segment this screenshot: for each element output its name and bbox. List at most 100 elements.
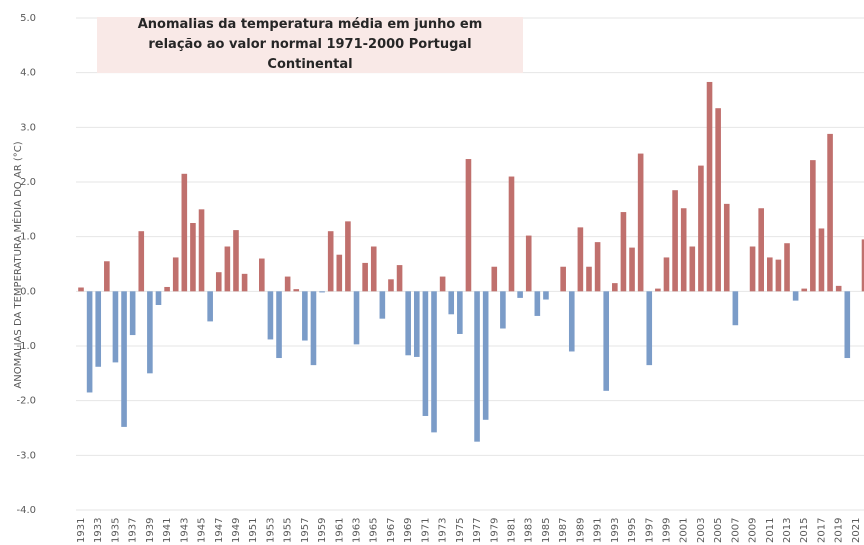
x-tick-label: 1991 [593, 518, 604, 543]
bar [310, 291, 317, 366]
x-tick-label: 2005 [713, 518, 724, 543]
bar [612, 283, 618, 292]
bar [818, 228, 825, 292]
bar [482, 291, 489, 420]
x-tick-label: 1939 [145, 518, 156, 543]
y-tick-label: -2.0 [16, 396, 36, 407]
bar [370, 246, 377, 292]
bar [801, 288, 808, 292]
bar [207, 291, 213, 322]
x-tick-label: 1985 [541, 518, 552, 543]
bar [293, 289, 300, 292]
bar [345, 221, 351, 292]
bar [198, 209, 205, 292]
x-tick-label: 1963 [352, 518, 363, 543]
x-tick-label: 2003 [696, 518, 707, 543]
bar [86, 291, 93, 393]
bar [706, 81, 713, 292]
x-tick-label: 1981 [507, 518, 518, 543]
bar [835, 285, 842, 292]
bar [422, 291, 429, 416]
bar [78, 287, 84, 292]
bar [284, 276, 291, 292]
bar [525, 235, 532, 292]
bar [827, 133, 833, 292]
bar [767, 257, 773, 292]
bar [405, 291, 411, 356]
bar [379, 291, 386, 319]
x-tick-label: 1951 [248, 518, 259, 543]
x-tick-label: 1947 [214, 518, 225, 543]
bar [594, 242, 601, 292]
bar [104, 261, 110, 292]
bar [534, 291, 541, 316]
bar [190, 223, 196, 292]
bar [646, 291, 653, 366]
x-tick-label: 1967 [386, 518, 397, 543]
bar [457, 291, 463, 334]
x-tick-label: 1949 [231, 518, 242, 543]
bar [241, 273, 248, 292]
x-tick-label: 1953 [265, 518, 276, 543]
bar [749, 246, 756, 292]
x-tick-label: 2007 [730, 518, 741, 543]
x-tick-label: 1945 [197, 518, 208, 543]
bar [586, 266, 592, 292]
bar [655, 288, 661, 292]
y-tick-label: -1.0 [16, 341, 36, 352]
bar [327, 231, 334, 292]
x-tick-label: 1935 [110, 518, 121, 543]
bar [792, 291, 799, 301]
y-tick-label: -4.0 [16, 505, 36, 516]
bar [500, 291, 506, 329]
bar [637, 153, 644, 292]
bar [603, 291, 610, 391]
bar [758, 208, 764, 292]
x-tick-label: 2017 [816, 518, 827, 543]
x-tick-label: 1971 [420, 518, 431, 543]
bar [620, 212, 627, 292]
bar [172, 257, 179, 292]
bar [629, 247, 635, 292]
x-tick-label: 1995 [627, 518, 638, 543]
x-tick-label: 1959 [317, 518, 328, 543]
bar [396, 265, 403, 292]
bar [723, 203, 730, 292]
bar [491, 266, 498, 292]
bar [715, 108, 721, 292]
x-tick-label: 1955 [283, 518, 294, 543]
bar [689, 246, 696, 292]
bar [215, 272, 222, 292]
x-tick-label: 1975 [455, 518, 466, 543]
bar [233, 230, 239, 292]
bar [224, 246, 231, 292]
x-tick-label: 2001 [679, 518, 690, 543]
x-tick-label: 2019 [834, 518, 845, 543]
bar [362, 262, 368, 292]
x-tick-label: 2013 [782, 518, 793, 543]
bar [784, 243, 790, 292]
bar [861, 239, 864, 292]
bar [577, 227, 584, 292]
x-tick-label: 2021 [851, 518, 862, 543]
bar [388, 279, 394, 292]
bar [568, 291, 575, 352]
bar [336, 254, 343, 292]
bar [112, 291, 119, 363]
x-tick-label: 1997 [644, 518, 655, 543]
y-tick-label: 4.0 [20, 68, 36, 79]
bar [810, 160, 816, 292]
bar [121, 291, 127, 427]
bar [448, 291, 455, 315]
x-tick-label: 1961 [334, 518, 345, 543]
bar [439, 276, 446, 292]
x-tick-label: 1931 [76, 518, 87, 543]
y-tick-label: 1.0 [20, 232, 36, 243]
bar [164, 286, 170, 292]
bar [474, 291, 480, 442]
bar [465, 159, 472, 292]
y-tick-label: -3.0 [16, 450, 36, 461]
bar [95, 291, 102, 367]
x-tick-label: 1965 [369, 518, 380, 543]
